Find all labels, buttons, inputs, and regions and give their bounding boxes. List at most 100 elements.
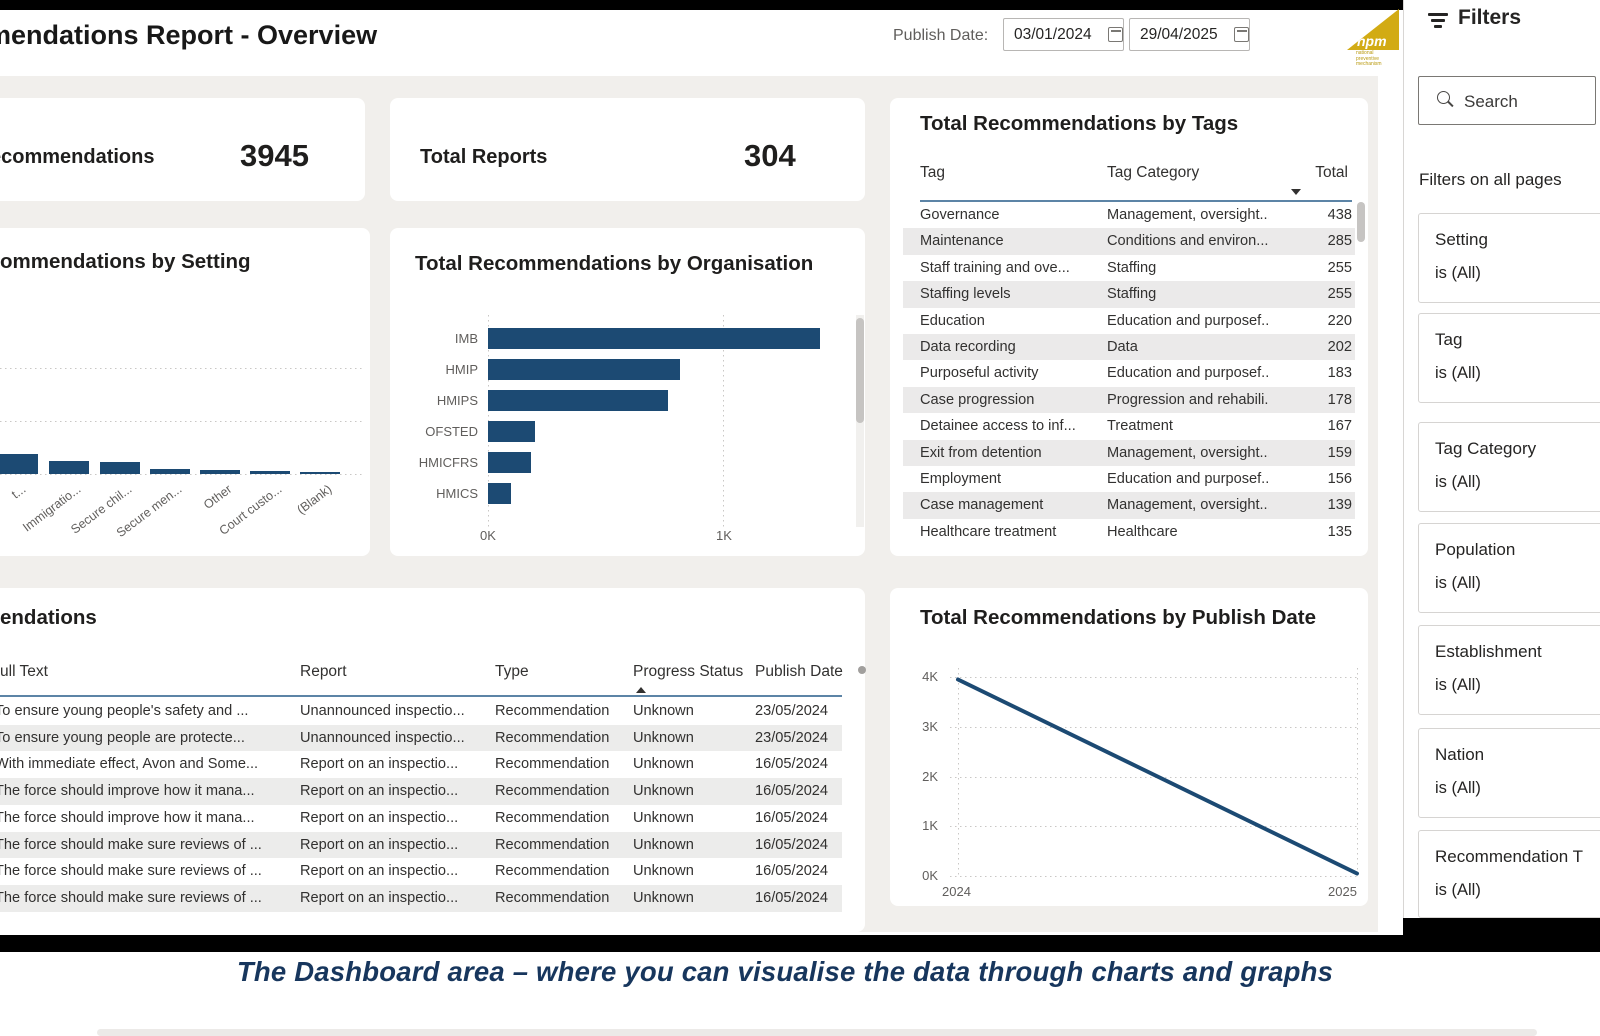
- setting-axis-baseline: [0, 474, 362, 475]
- filters-panel-title: Filters: [1458, 6, 1522, 29]
- cell: Recommendation: [495, 836, 610, 853]
- recommendations-table-row[interactable]: With immediate effect, Avon and Some... R…: [0, 751, 842, 778]
- filter-field-label: Population: [1435, 540, 1516, 559]
- cell: Unknown: [633, 863, 694, 880]
- calendar-icon[interactable]: [1234, 27, 1249, 42]
- setting-bar[interactable]: [300, 472, 340, 474]
- y-tick-2k: 2K: [922, 769, 938, 784]
- top-black-bar: [0, 0, 1403, 10]
- publish-date-start-field[interactable]: [1003, 18, 1124, 51]
- kpi-recommendations-value: 3945: [240, 138, 309, 173]
- tags-table-row[interactable]: Case progression Progression and rehabili…: [903, 386, 1355, 414]
- calendar-icon[interactable]: [1108, 27, 1123, 42]
- more-options-dot[interactable]: [858, 666, 866, 674]
- npm-logo-text: npm: [1357, 33, 1387, 49]
- tags-table-row[interactable]: Education Education and purposef... 220: [903, 308, 1355, 334]
- tags-col-header-total[interactable]: Total: [1315, 164, 1348, 181]
- org-bar-hmicfrs[interactable]: [488, 452, 531, 473]
- rec-col-header-type[interactable]: Type: [495, 663, 529, 680]
- recommendations-table-row[interactable]: To ensure young people are protecte... Un…: [0, 724, 842, 752]
- filter-condition-value: is (All): [1435, 779, 1481, 797]
- filter-condition-value: is (All): [1435, 881, 1481, 899]
- filter-card-tag[interactable]: Tag is (All): [1418, 313, 1600, 403]
- cell: The force should make sure reviews of ..…: [0, 836, 262, 853]
- recommendations-table-row[interactable]: The force should make sure reviews of ..…: [0, 831, 842, 859]
- org-bar-label-hmicfrs: HMICFRS: [418, 455, 478, 470]
- setting-bar[interactable]: [100, 461, 140, 474]
- tags-table-title: Total Recommendations by Tags: [920, 112, 1239, 135]
- org-bar-hmips[interactable]: [488, 390, 668, 411]
- tags-table-row[interactable]: Exit from detention Management, oversight…: [903, 439, 1355, 466]
- org-bar-ofsted[interactable]: [488, 421, 535, 442]
- recommendations-table-row[interactable]: The force should improve how it mana... R…: [0, 805, 842, 832]
- tags-table-row[interactable]: Data recording Data 202: [903, 334, 1355, 361]
- org-bar-imb[interactable]: [488, 328, 820, 349]
- cell: 139: [1327, 497, 1352, 514]
- kpi-recommendations-label: ecommendations: [0, 146, 155, 168]
- gridline: [1357, 668, 1358, 878]
- tags-table-row[interactable]: Healthcare treatment Healthcare 135: [903, 519, 1355, 545]
- tags-table-row[interactable]: Employment Education and purposef... 156: [903, 466, 1355, 492]
- tags-table-row[interactable]: Purposeful activity Education and purpose…: [903, 360, 1355, 386]
- filter-condition-value: is (All): [1435, 574, 1481, 592]
- cell: The force should make sure reviews of ..…: [0, 863, 262, 880]
- tags-table-row[interactable]: Case management Management, oversight... 1…: [903, 492, 1355, 519]
- gridline: [950, 677, 1360, 678]
- recommendations-table-row[interactable]: The force should make sure reviews of ..…: [0, 858, 842, 885]
- publish-date-end-input[interactable]: [1138, 24, 1228, 45]
- cell: Purposeful activity: [920, 365, 1039, 382]
- org-chart-scrollbar-thumb[interactable]: [856, 318, 864, 423]
- rec-col-header-publish-date[interactable]: Publish Date: [755, 663, 843, 680]
- rec-col-header-full-text[interactable]: ull Text: [0, 663, 48, 680]
- filter-field-label: Recommendation T: [1435, 847, 1584, 866]
- filter-card-recommendation-t[interactable]: Recommendation T is (All): [1418, 830, 1600, 918]
- cell: Exit from detention: [920, 444, 1042, 461]
- filter-condition-value: is (All): [1435, 264, 1481, 282]
- trend-line[interactable]: [956, 677, 1359, 876]
- tags-col-header-tag[interactable]: Tag: [920, 164, 945, 181]
- publish-date-start-input[interactable]: [1012, 24, 1102, 45]
- org-x-tick-1k: 1K: [716, 528, 732, 543]
- tags-table-row[interactable]: Maintenance Conditions and environ... 285: [903, 228, 1355, 255]
- setting-bar[interactable]: [150, 469, 190, 474]
- gridline: [950, 727, 1360, 728]
- filter-card-establishment[interactable]: Establishment is (All): [1418, 625, 1600, 715]
- sort-asc-icon: [636, 687, 646, 693]
- setting-bar[interactable]: [250, 470, 290, 474]
- bottom-black-bar: [0, 935, 1600, 952]
- recommendations-table-row[interactable]: The force should improve how it mana... R…: [0, 778, 842, 805]
- gridline: [950, 826, 1360, 827]
- y-tick-1k: 1K: [922, 818, 938, 833]
- tags-table-scrollbar-thumb[interactable]: [1357, 202, 1365, 242]
- publish-date-end-field[interactable]: [1129, 18, 1250, 51]
- recommendations-table-row[interactable]: The force should make sure reviews of ..…: [0, 884, 842, 912]
- tags-table-row[interactable]: Staff training and ove... Staffing 255: [903, 255, 1355, 281]
- filter-card-population[interactable]: Population is (All): [1418, 523, 1600, 613]
- filter-card-tag-category[interactable]: Tag Category is (All): [1418, 422, 1600, 512]
- tags-table-row[interactable]: Staffing levels Staffing 255: [903, 281, 1355, 308]
- tags-table-row[interactable]: Detainee access to inf... Treatment 167: [903, 413, 1355, 439]
- cell: Recommendation: [495, 863, 610, 880]
- setting-bar[interactable]: [200, 469, 240, 474]
- cell: Management, oversight...: [1107, 497, 1269, 514]
- setting-bar[interactable]: [0, 453, 38, 474]
- cell: 255: [1327, 286, 1352, 303]
- npm-logo-subtext: national preventive mechanism: [1356, 50, 1382, 67]
- filter-card-nation[interactable]: Nation is (All): [1418, 728, 1600, 818]
- org-bar-hmics[interactable]: [488, 483, 511, 504]
- rec-col-header-report[interactable]: Report: [300, 663, 347, 680]
- cell: Unknown: [633, 836, 694, 853]
- org-bar-hmip[interactable]: [488, 359, 680, 380]
- rec-col-header-progress-status[interactable]: Progress Status: [633, 663, 744, 680]
- filter-card-setting[interactable]: Setting is (All): [1418, 213, 1600, 303]
- filters-section-label: Filters on all pages: [1419, 170, 1562, 189]
- org-bar-label-ofsted: OFSTED: [425, 424, 478, 439]
- tags-col-header-tag-category[interactable]: Tag Category: [1107, 164, 1200, 181]
- filters-search-input[interactable]: [1462, 88, 1584, 116]
- setting-chart-title: ommendations by Setting: [0, 250, 251, 273]
- cell: 23/05/2024: [755, 703, 829, 719]
- setting-bar[interactable]: [49, 460, 89, 474]
- recommendations-table-row[interactable]: To ensure young people's safety and ... U…: [0, 698, 842, 725]
- tags-table-row[interactable]: Governance Management, oversight... 438: [903, 202, 1355, 228]
